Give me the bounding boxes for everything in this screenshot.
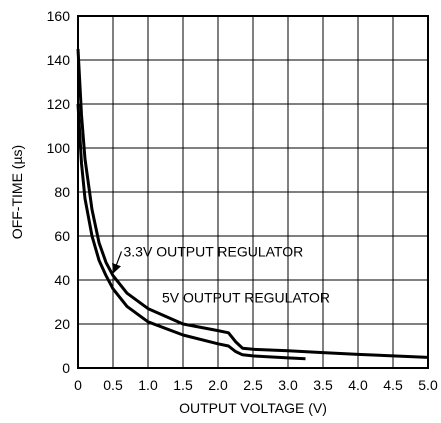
y-tick-label: 100 (47, 140, 71, 156)
x-tick-label: 0.5 (103, 377, 123, 393)
y-tick-label: 20 (54, 316, 70, 332)
x-axis-ticks: 0 0.5 1.0 1.5 2.0 2.5 3.0 3.5 4.0 4.5 5.0 (74, 377, 438, 393)
plot-frame (77, 15, 429, 369)
y-tick-label: 40 (54, 272, 70, 288)
y-tick-label: 60 (54, 228, 70, 244)
x-tick-label: 4.5 (383, 377, 403, 393)
x-axis-label: OUTPUT VOLTAGE (V) (179, 400, 327, 416)
grid (77, 15, 429, 369)
y-tick-label: 120 (47, 96, 71, 112)
y-tick-label: 140 (47, 52, 71, 68)
annotation-label: 3.3V OUTPUT REGULATOR (124, 243, 304, 259)
y-tick-label: 80 (54, 184, 70, 200)
series-line-3v3 (76, 103, 306, 361)
annotations: 3.3V OUTPUT REGULATOR 5V OUTPUT REGULATOR (112, 243, 330, 306)
y-tick-label: 160 (47, 8, 71, 24)
x-tick-label: 5.0 (418, 377, 438, 393)
annotation-label: 5V OUTPUT REGULATOR (162, 290, 330, 306)
x-tick-label: 1.5 (173, 377, 193, 393)
x-tick-label: 1.0 (138, 377, 158, 393)
y-axis-ticks: 0 20 40 60 80 100 120 140 160 (47, 8, 71, 376)
x-tick-label: 4.0 (348, 377, 368, 393)
x-tick-label: 3.0 (278, 377, 298, 393)
series-lines (76, 48, 429, 361)
x-tick-label: 2.5 (243, 377, 263, 393)
y-axis-label: OFF-TIME (µs) (9, 145, 25, 239)
x-tick-label: 3.5 (313, 377, 333, 393)
x-tick-label: 0 (74, 377, 82, 393)
y-tick-label: 0 (62, 360, 70, 376)
annotation-arrow (112, 251, 123, 274)
x-tick-label: 2.0 (208, 377, 228, 393)
series-line-5v (76, 48, 429, 359)
